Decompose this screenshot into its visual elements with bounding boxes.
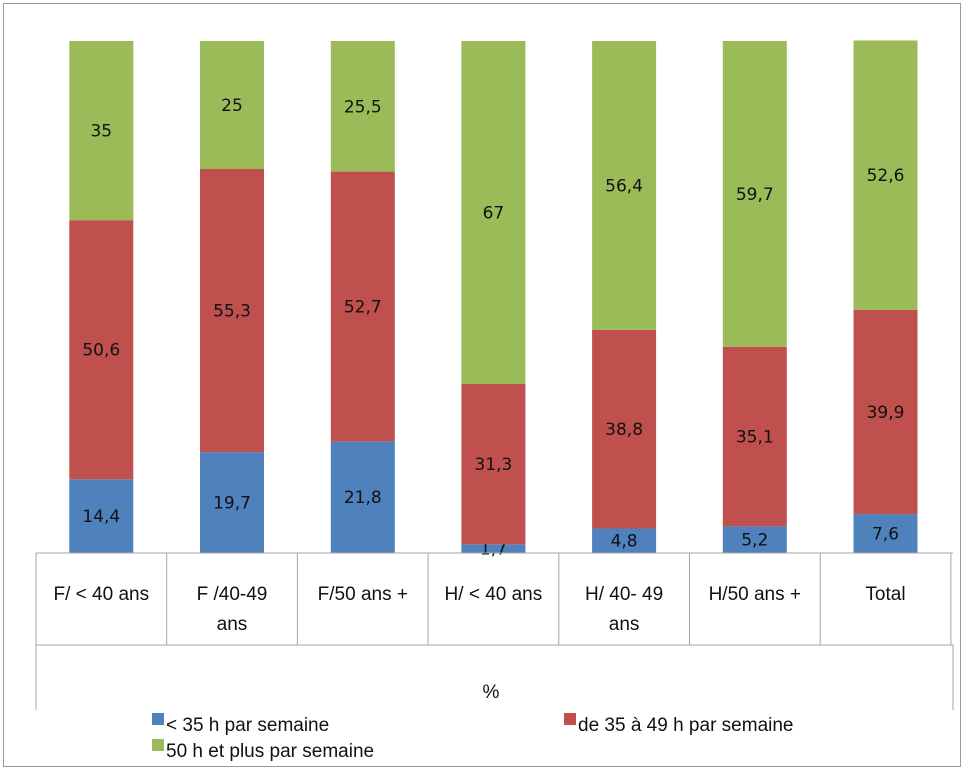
bar-segment-s2-c1 [200,41,264,169]
legend-label-1: de 35 à 49 h par semaine [578,715,794,736]
data-label-s0-c5: 5,2 [741,531,768,551]
bar-segment-s2-c0 [69,41,134,221]
bar-segment-s1-c1 [200,169,264,453]
data-label-s1-c1: 55,3 [213,302,251,322]
bar-segment-s1-c6 [853,309,918,515]
x-axis-title: % [483,682,500,703]
chart-frame [3,3,961,767]
data-label-s1-c4: 38,8 [605,420,643,440]
data-label-s1-c3: 31,3 [474,455,512,475]
bar-segment-s0-c5 [722,526,787,553]
bar-segment-s2-c4 [592,41,657,330]
category-label-1: ans [217,614,248,635]
bar-segment-s2-c6 [853,40,918,310]
bar-segment-s1-c0 [69,220,134,480]
bar-area: 14,4 50,6 35 19,7 55,3 25 21,8 52,7 25,5 1,7 31,3 6… [69,40,918,560]
category-axis: F/ < 40 ans F /40-49 ans F/50 ans + H/ < 40 … [35,552,954,710]
legend: < 35 h par semaine de 35 à 49 h par semai… [152,713,794,762]
data-label-s1-c5: 35,1 [736,428,774,448]
bar-segment-s2-c5 [722,41,787,347]
data-label-s0-c6: 7,6 [872,525,899,545]
bar-segment-s0-c2 [330,441,395,553]
bar-segment-s0-c0 [69,479,134,553]
bar-segment-s0-c3 [461,544,526,553]
bar-segment-s0-c1 [200,452,264,553]
category-label-4: ans [609,614,640,635]
legend-label-0: < 35 h par semaine [166,715,329,736]
data-label-s2-c3: 67 [483,204,505,224]
axis-title-group: % [483,682,500,703]
data-label-s2-c1: 25 [221,96,243,116]
data-label-s1-c0: 50,6 [82,341,120,361]
legend-swatch-2 [152,739,164,751]
bar-segment-s0-c4 [592,528,657,553]
category-label-6: Total [865,584,905,605]
data-label-s2-c2: 25,5 [344,97,382,117]
data-label-s0-c0: 14,4 [82,507,120,527]
category-label-0: F/ < 40 ans [54,584,150,605]
data-label-s2-c0: 35 [90,122,112,142]
category-label-4: H/ 40- 49 [585,584,663,605]
bar-segment-s2-c3 [461,41,526,384]
bar-segment-s1-c4 [592,329,657,529]
legend-swatch-0 [152,713,164,725]
data-label-s0-c1: 19,7 [213,494,251,514]
bar-segment-s2-c2 [330,41,395,172]
category-label-1: F /40-49 [197,584,268,605]
category-label-3: H/ < 40 ans [445,584,543,605]
data-label-s0-c2: 21,8 [344,488,382,508]
bar-segment-s0-c6 [853,514,918,553]
bar-segment-s1-c5 [722,346,787,527]
legend-swatch-1 [564,713,576,725]
data-label-s1-c6: 39,9 [867,403,905,423]
data-label-s2-c6: 52,6 [867,166,905,186]
legend-label-2: 50 h et plus par semaine [166,741,374,762]
data-label-s2-c5: 59,7 [736,185,774,205]
category-label-2: F/50 ans + [318,584,408,605]
data-label-s0-c3: 1,7 [480,540,507,560]
bar-segment-s1-c3 [461,384,526,545]
category-label-5: H/50 ans + [709,584,801,605]
data-label-s2-c4: 56,4 [605,176,643,196]
data-label-s0-c4: 4,8 [611,532,638,552]
bar-segment-s1-c2 [330,171,395,442]
data-label-s1-c2: 52,7 [344,298,382,318]
